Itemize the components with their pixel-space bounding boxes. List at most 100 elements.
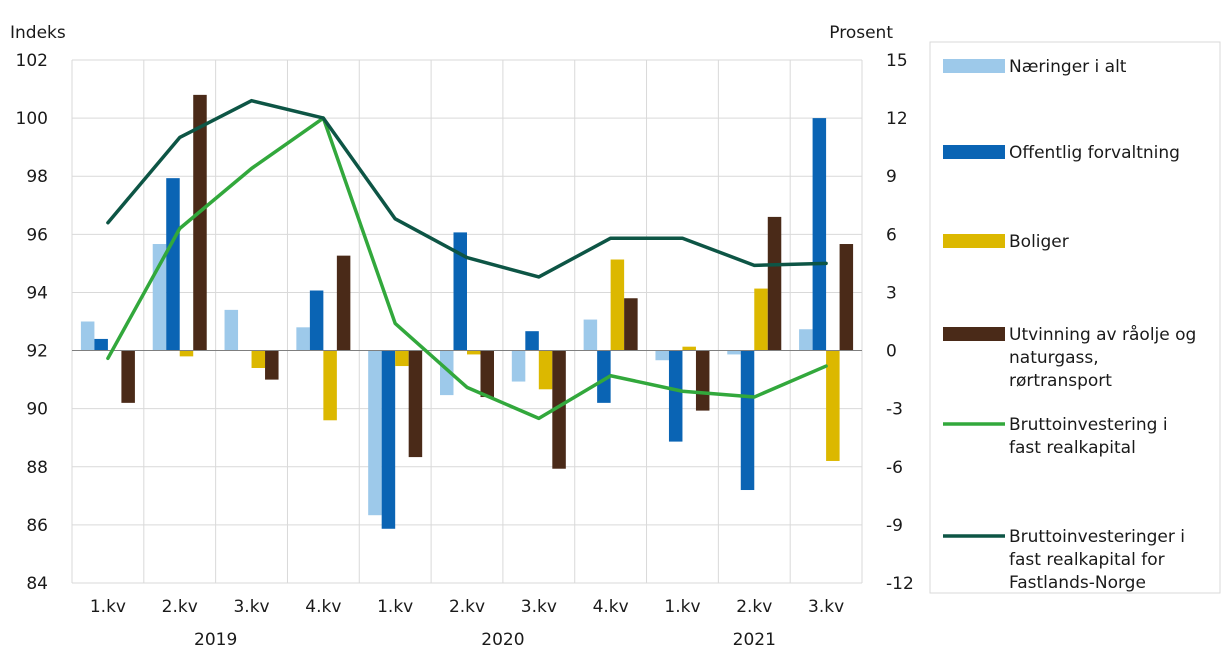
x-tick-label: 1.kv [90,597,126,617]
series-line-0 [106,116,828,421]
series-line-1 [106,98,828,279]
legend-item-4: Bruttoinvestering i fast realkapital [943,415,1168,458]
left-tick-label: 96 [26,225,48,245]
bar [166,178,180,351]
legend-item-5: Bruttoinvesteringer i fast realkapital fo… [943,527,1185,593]
legend-label: Utvinning av råolje og [1009,324,1196,345]
bar [740,350,755,491]
bar [323,350,337,421]
axes: Indeks Prosent [10,23,893,43]
bar [381,350,396,529]
bar [80,321,95,351]
legend-item-3: Utvinning av råolje og naturgass, rørtrans… [943,324,1196,391]
left-tick-label: 84 [26,574,48,594]
x-tick-label: 3.kv [808,597,844,617]
legend-label: rørtransport [1009,371,1112,391]
legend-swatch [943,327,1005,341]
bar [309,290,324,351]
legend-label: Fastlands-Norge [1009,573,1146,593]
x-tick-label: 2.kv [736,597,772,617]
bar [812,118,827,351]
legend-label: Næringer i alt [1009,57,1127,77]
legend-label: Boliger [1009,232,1069,252]
legend-label: naturgass, [1009,348,1099,368]
bar [682,346,696,351]
bar [467,350,481,355]
bar [597,350,611,403]
left-tick-label: 88 [26,458,48,478]
left-tick-label: 86 [26,516,48,536]
bar [121,350,135,403]
bar [408,350,423,458]
left-axis-label: Indeks [10,23,66,43]
bar [94,338,108,351]
bar [727,350,741,355]
bar [480,350,494,398]
bar-series-3 [121,94,854,469]
bar [265,350,279,380]
bar [655,350,669,361]
left-tick-label: 92 [26,342,48,362]
left-tick-label: 98 [26,167,48,187]
legend-frame [929,41,1221,594]
bar [224,309,239,351]
bar [395,350,409,367]
legend-label: Offentlig forvaltning [1009,143,1180,163]
x-tick-label: 4.kv [593,597,629,617]
legend: Næringer i alt Offentlig forvaltning Bolig… [929,41,1221,594]
bar [179,350,194,357]
year-label: 2020 [481,630,524,650]
legend-swatch [943,234,1005,248]
bar [336,255,351,351]
x-tick-label: 1.kv [664,597,700,617]
bar [368,350,382,516]
legend-item-2: Boliger [943,232,1069,252]
right-tick-label: 6 [886,225,897,245]
bar [440,350,454,396]
bar [453,232,467,351]
x-tick-label: 3.kv [233,597,269,617]
x-tick-label: 2.kv [162,597,198,617]
bar [583,319,598,351]
bar [767,216,782,351]
left-tick-label: 100 [16,109,48,129]
bar [695,350,710,411]
year-label: 2019 [194,630,237,650]
legend-label: fast realkapital for [1009,550,1165,570]
legend-swatch [943,145,1005,159]
bar [839,244,854,351]
x-axis-year-labels: 2019 2020 2021 [194,630,776,650]
bar [525,331,539,351]
bar [799,329,813,351]
right-axis-ticks: -12 -9 -6 -3 0 3 6 9 12 15 [886,51,914,594]
bar [251,350,266,368]
bar [668,350,683,442]
right-tick-label: 3 [886,283,897,303]
right-tick-label: -6 [886,458,903,478]
left-tick-label: 94 [26,283,48,303]
legend-label: Bruttoinvesteringer i [1009,527,1185,547]
legend-swatch [943,59,1005,73]
bar-series [72,94,862,529]
bar [826,350,840,461]
right-tick-label: -9 [886,516,903,536]
bar [511,350,526,382]
bar-series-2 [179,259,840,461]
bar-series-1 [94,118,827,529]
x-tick-label: 2.kv [449,597,485,617]
legend-item-0: Næringer i alt [943,57,1127,77]
left-tick-label: 90 [26,400,48,420]
right-tick-label: 15 [886,51,908,71]
year-label: 2021 [733,630,776,650]
right-tick-label: 12 [886,109,908,129]
left-axis-ticks: 84 86 88 90 92 94 96 98 100 102 [16,51,48,594]
x-tick-label: 3.kv [521,597,557,617]
left-tick-label: 102 [16,51,48,71]
legend-label: fast realkapital [1009,438,1136,458]
right-tick-label: -12 [886,574,914,594]
x-tick-label: 4.kv [305,597,341,617]
bar [193,94,207,351]
line-series [106,98,828,421]
bar [754,288,768,351]
